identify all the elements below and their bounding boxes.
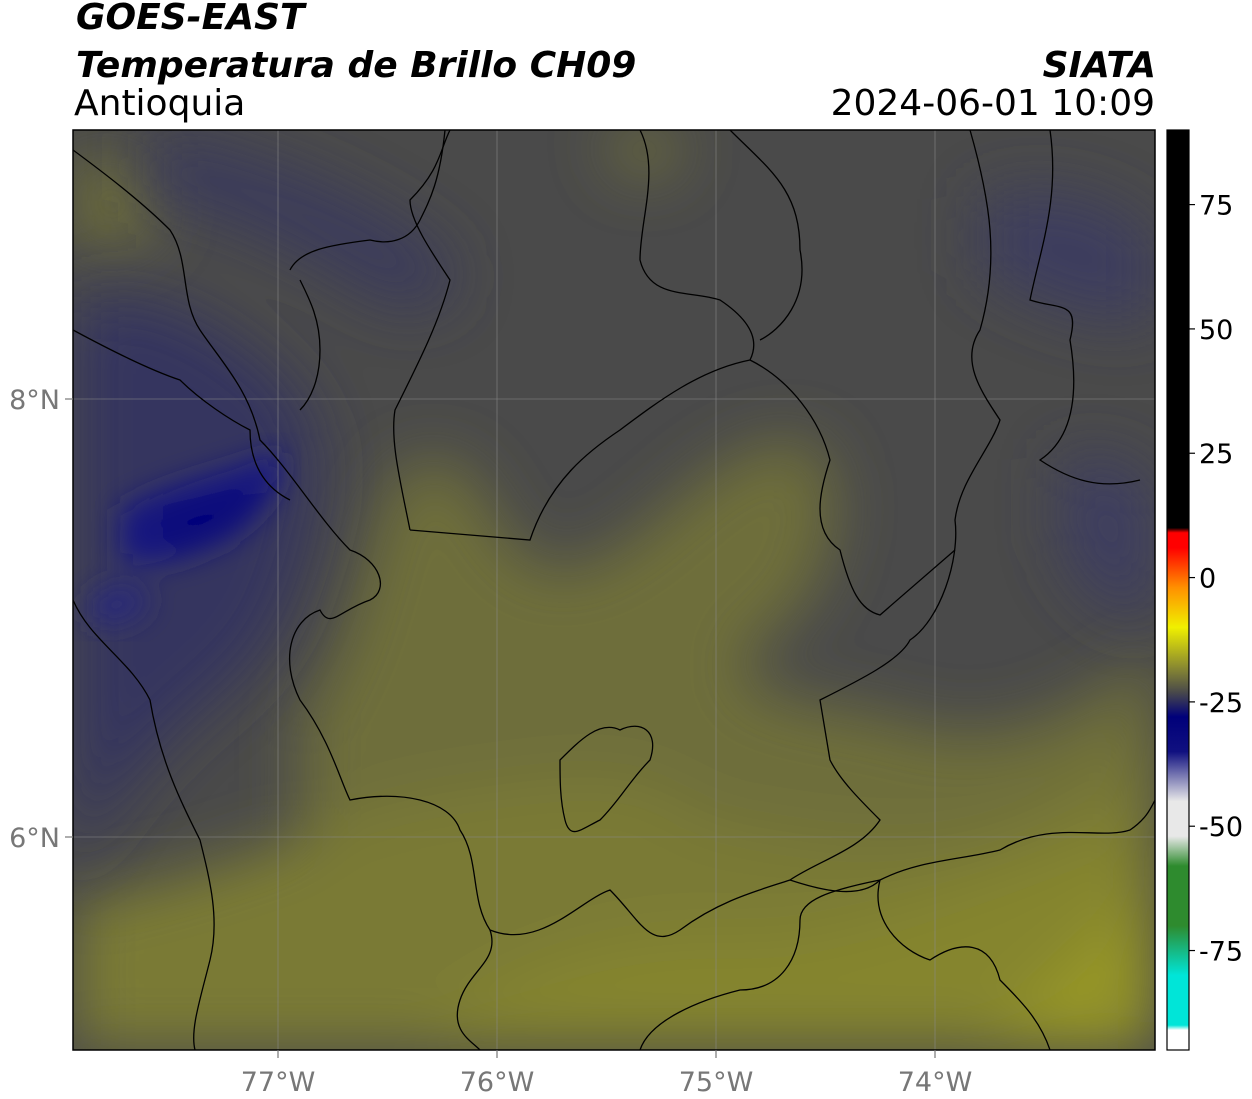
brightness-temperature-field — [73, 130, 1155, 1050]
uraba-gulf-west — [299, 279, 321, 411]
boundary-caldas-north — [789, 799, 1155, 893]
lon-tick-label: 76°W — [460, 1067, 535, 1098]
boundary-boyaca — [877, 879, 1051, 1050]
cold-cloud-areas — [73, 130, 1155, 881]
colorbar-tick-label: -25 — [1199, 688, 1243, 719]
graticule — [73, 130, 1155, 1050]
colorbar-gradient — [1167, 130, 1189, 1050]
deep-convection-core — [90, 450, 282, 624]
panama-coast — [73, 329, 291, 501]
boundary-bolivar — [729, 130, 803, 341]
colorbar-tick-label: 25 — [1199, 439, 1233, 470]
lat-tick-8: 8°N — [9, 385, 73, 416]
administrative-boundaries — [73, 130, 1155, 1050]
product-title: Temperatura de Brillo CH09 — [76, 45, 637, 86]
colorbar-tick-label: 50 — [1199, 315, 1233, 346]
lon-tick-label: 75°W — [679, 1067, 754, 1098]
colorbar-tick-label: 75 — [1199, 191, 1233, 222]
colorbar-frame — [1166, 129, 1190, 1051]
uraba-gulf-coast — [289, 130, 446, 271]
colorbar-ticks: 75 50 25 0 -25 -50 -75 — [1189, 191, 1243, 968]
satellite-title: GOES-EAST — [76, 0, 305, 38]
timestamp-label: 2024-06-01 10:09 — [830, 83, 1155, 124]
antioquia-boundary — [73, 130, 1001, 937]
map-frame — [72, 129, 1156, 1051]
latitude-ticks: 8°N 6°N — [9, 385, 73, 854]
boundary-caldas — [639, 879, 881, 1050]
colorbar-tick-label: -50 — [1199, 812, 1243, 843]
lon-tick-75: 75°W — [679, 1050, 754, 1098]
lon-tick-label: 74°W — [898, 1067, 973, 1098]
aburra-valley-boundary — [559, 725, 654, 833]
lon-tick-label: 77°W — [241, 1067, 316, 1098]
colorbar-tick-label: 0 — [1199, 564, 1216, 595]
longitude-ticks: 77°W 76°W 75°W 74°W — [241, 1050, 973, 1098]
boundary-urabá — [393, 130, 451, 531]
boundary-cordoba — [639, 130, 755, 361]
boundary-choco-south — [456, 929, 493, 1050]
colorbar: 75 50 25 0 -25 -50 -75 — [1166, 129, 1243, 1051]
olive-warm-areas — [73, 130, 1155, 1050]
region-label: Antioquia — [74, 83, 246, 124]
choco-coast — [73, 599, 215, 1050]
colorbar-tick-label: -75 — [1199, 937, 1243, 968]
lat-tick-6: 6°N — [9, 823, 73, 854]
lon-tick-77: 77°W — [241, 1050, 316, 1098]
lat-tick-label: 8°N — [9, 385, 60, 416]
lat-tick-label: 6°N — [9, 823, 60, 854]
boundary-east — [1029, 130, 1141, 485]
internal-boundary-north — [409, 359, 956, 616]
lon-tick-74: 74°W — [898, 1050, 973, 1098]
agency-label: SIATA — [1042, 45, 1156, 86]
lon-tick-76: 76°W — [460, 1050, 535, 1098]
